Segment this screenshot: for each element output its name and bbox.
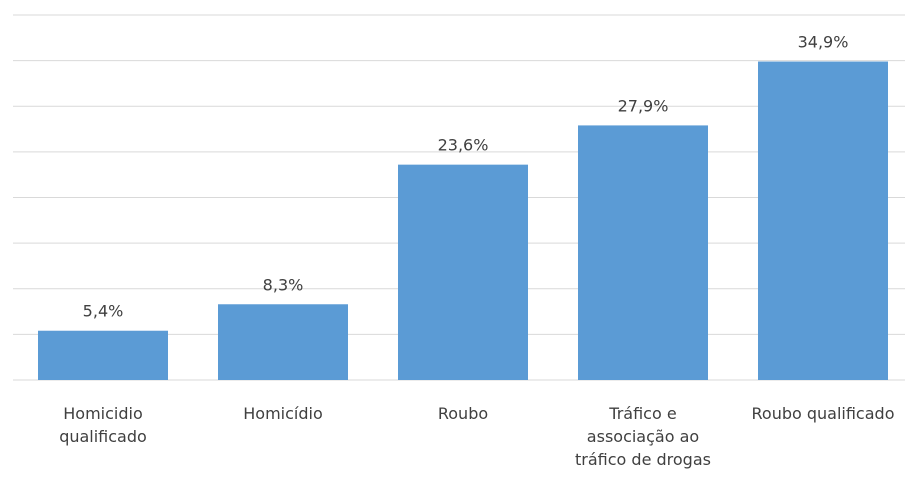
data-label: 8,3%: [263, 275, 304, 294]
x-tick-label: Homicídio: [243, 404, 323, 423]
bar: [38, 330, 168, 380]
bar: [578, 125, 708, 380]
data-label: 34,9%: [798, 33, 849, 52]
bar: [218, 304, 348, 380]
x-tick-label: Roubo qualificado: [751, 404, 895, 423]
x-tick-label: Tráfico e associação ao tráfico de droga…: [575, 404, 711, 469]
data-label: 5,4%: [83, 302, 124, 321]
x-tick-label: Homicidio qualificado: [59, 404, 147, 446]
bar: [398, 164, 528, 380]
data-label: 27,9%: [618, 96, 669, 115]
bar: [758, 61, 888, 380]
x-tick-label: Roubo: [437, 404, 489, 423]
data-label: 23,6%: [438, 136, 489, 155]
